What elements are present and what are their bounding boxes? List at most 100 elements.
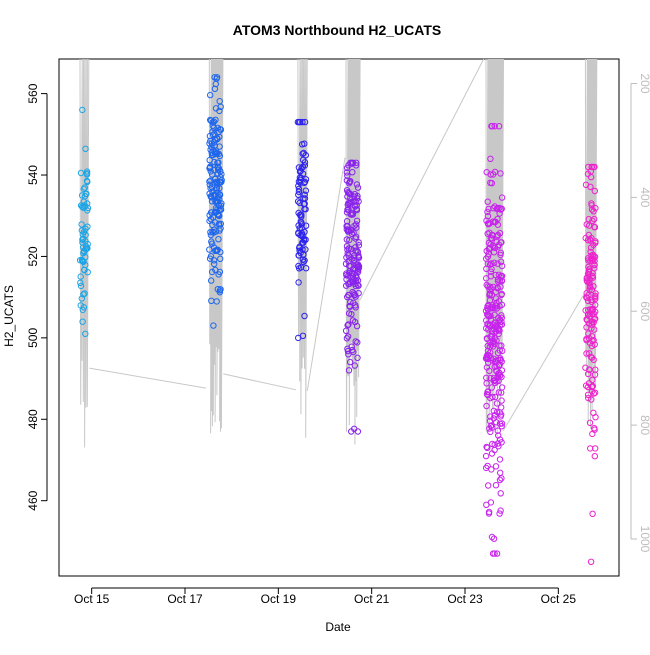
pressure-transit-line — [359, 58, 485, 301]
data-point — [206, 181, 214, 188]
data-point — [588, 354, 596, 361]
data-point — [208, 277, 215, 284]
data-point — [591, 257, 598, 265]
data-point — [299, 156, 307, 164]
data-point — [498, 384, 506, 391]
data-point — [213, 184, 221, 192]
data-point — [296, 225, 303, 232]
data-point — [295, 262, 302, 270]
y2-tick-label: 1000 — [638, 526, 650, 553]
data-point — [494, 349, 502, 356]
data-point — [207, 168, 215, 175]
data-point — [491, 412, 498, 419]
data-point — [498, 397, 505, 404]
data-point — [484, 303, 491, 310]
data-point — [488, 232, 496, 239]
data-point — [215, 236, 222, 243]
data-point — [346, 358, 354, 366]
data-point — [343, 282, 350, 289]
data-point — [79, 306, 87, 314]
data-point — [355, 239, 362, 246]
data-point — [212, 219, 219, 226]
data-point — [492, 482, 500, 489]
data-point — [354, 354, 361, 361]
data-point — [587, 248, 594, 256]
data-point — [588, 321, 595, 328]
data-point — [592, 445, 599, 452]
data-point — [210, 229, 217, 236]
data-point — [494, 215, 501, 223]
data-point — [216, 143, 223, 150]
data-point — [486, 291, 493, 298]
data-point — [83, 243, 90, 250]
pressure-profile — [79, 58, 90, 448]
data-point — [497, 490, 504, 497]
data-point — [217, 286, 224, 293]
data-point — [586, 286, 593, 293]
data-point — [488, 235, 496, 242]
data-point — [210, 124, 218, 132]
data-point — [588, 383, 596, 391]
data-point — [588, 396, 595, 403]
x-axis-label: Date — [325, 620, 351, 634]
data-point — [491, 311, 498, 318]
data-point — [497, 507, 504, 514]
data-point — [588, 206, 596, 213]
data-point — [217, 126, 225, 133]
data-point — [353, 224, 360, 231]
data-point — [584, 297, 592, 305]
data-point — [215, 220, 223, 228]
data-point — [498, 194, 506, 201]
data-point — [588, 342, 596, 350]
data-point — [585, 263, 592, 271]
data-point — [206, 178, 213, 185]
data-point — [494, 440, 502, 447]
data-point — [353, 221, 360, 228]
data-point — [347, 298, 354, 306]
data-point — [206, 140, 213, 147]
data-point — [345, 272, 352, 279]
pressure-profile — [208, 58, 224, 434]
data-point — [490, 205, 497, 212]
data-point — [494, 260, 501, 267]
data-point — [496, 476, 504, 484]
data-point — [491, 244, 499, 252]
data-point — [498, 314, 505, 321]
data-point — [77, 282, 85, 290]
data-point — [589, 217, 596, 225]
data-point — [489, 357, 496, 364]
data-point — [79, 257, 86, 264]
data-point — [495, 443, 502, 450]
data-point — [482, 452, 490, 460]
data-point — [295, 185, 303, 193]
data-point — [592, 292, 599, 299]
data-point — [353, 217, 361, 225]
data-point — [354, 339, 361, 346]
data-point — [486, 417, 494, 425]
data-point — [78, 221, 85, 228]
data-point — [80, 185, 88, 193]
data-point — [588, 163, 596, 171]
data-point — [491, 203, 498, 210]
data-point — [82, 246, 90, 253]
data-point — [591, 453, 598, 460]
data-point — [488, 260, 495, 267]
data-point — [592, 238, 599, 245]
pressure-transit-line — [502, 293, 585, 432]
y2-tick-label: 200 — [638, 73, 650, 93]
plot-frame — [58, 58, 620, 577]
data-point — [488, 123, 495, 130]
data-point — [589, 376, 596, 384]
data-point — [216, 133, 223, 141]
data-point — [353, 202, 360, 209]
data-point — [82, 145, 89, 153]
data-point — [484, 260, 491, 267]
data-point — [209, 228, 216, 235]
data-point — [81, 290, 88, 297]
data-point — [344, 246, 351, 253]
data-point — [82, 231, 89, 239]
data-point — [211, 260, 218, 268]
data-point — [299, 332, 307, 339]
data-point — [497, 258, 505, 265]
